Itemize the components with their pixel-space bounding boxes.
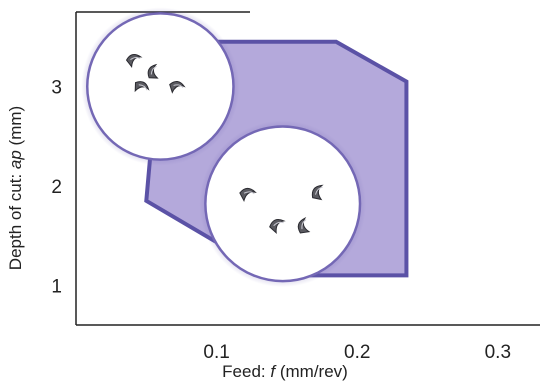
metal-chip-highlight (315, 186, 323, 195)
metal-chip-highlight (243, 191, 255, 195)
chip-inset-lower-center (199, 120, 367, 288)
metal-chip (125, 54, 143, 68)
y-tick-label: 2 (51, 177, 62, 198)
metal-chip-highlight (173, 84, 184, 89)
metal-chip-highlight (301, 219, 307, 230)
inset-circle (204, 125, 362, 283)
chip-inset-top-left (81, 7, 240, 166)
metal-chip-highlight (130, 56, 141, 61)
x-axis-label: Feed: f (mm/rev) (222, 362, 348, 381)
metal-chip (134, 81, 150, 93)
x-tick-label: 0.2 (344, 342, 370, 363)
metal-chip (147, 63, 159, 79)
metal-chip (269, 219, 286, 234)
x-tick-label: 0.1 (203, 342, 229, 363)
metal-chip-highlight (273, 221, 284, 227)
x-axis-ticks: 0.1 0.2 0.3 (203, 342, 511, 363)
y-tick-label: 3 (51, 78, 62, 99)
metal-chip (297, 216, 311, 234)
metal-chip-highlight (138, 84, 148, 91)
plot-area (75, 7, 540, 326)
y-tick-label: 1 (51, 276, 62, 297)
y-axis-label: Depth of cut: ap (mm) (6, 106, 25, 270)
x-tick-label: 0.3 (485, 342, 511, 363)
metal-chip (169, 81, 186, 94)
metal-chip-highlight (150, 65, 157, 75)
metal-chip (239, 187, 257, 203)
inset-circle (85, 12, 235, 161)
y-axis-ticks: 1 2 3 (51, 78, 62, 298)
metal-chip (311, 184, 324, 201)
